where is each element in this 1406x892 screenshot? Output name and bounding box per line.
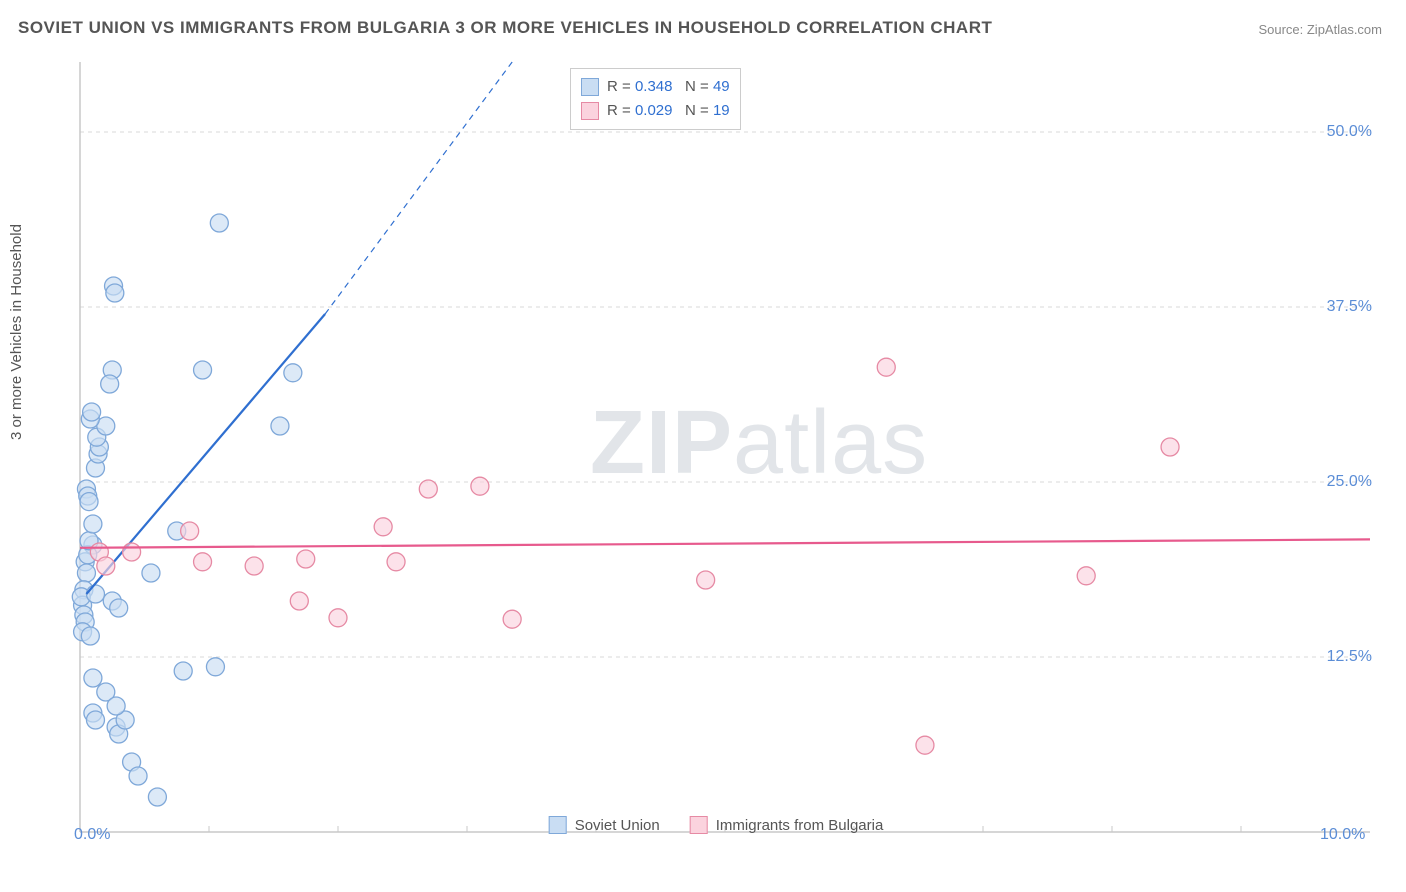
legend-swatch-icon bbox=[549, 816, 567, 834]
source-link[interactable]: ZipAtlas.com bbox=[1307, 22, 1382, 37]
legend-swatch-icon bbox=[581, 102, 599, 120]
y-tick-label: 25.0% bbox=[1327, 473, 1372, 491]
legend-stats: R = 0.348 N = 49R = 0.029 N = 19 bbox=[570, 68, 741, 130]
legend-series: Soviet Union Immigrants from Bulgaria bbox=[549, 816, 884, 834]
legend-stats-text: R = 0.029 N = 19 bbox=[607, 99, 730, 123]
x-tick-label: 10.0% bbox=[1320, 826, 1365, 844]
chart-title: SOVIET UNION VS IMMIGRANTS FROM BULGARIA… bbox=[18, 18, 992, 38]
source-label: Source: ZipAtlas.com bbox=[1258, 22, 1382, 37]
scatter-chart bbox=[50, 52, 1382, 842]
legend-swatch-icon bbox=[690, 816, 708, 834]
legend-series-label: Soviet Union bbox=[575, 817, 660, 834]
legend-stats-text: R = 0.348 N = 49 bbox=[607, 75, 730, 99]
chart-area: ZIPatlas R = 0.348 N = 49R = 0.029 N = 1… bbox=[50, 52, 1382, 842]
legend-swatch-icon bbox=[581, 78, 599, 96]
source-prefix: Source: bbox=[1258, 22, 1306, 37]
legend-series-label: Immigrants from Bulgaria bbox=[716, 817, 884, 834]
y-tick-label: 50.0% bbox=[1327, 123, 1372, 141]
y-axis-label: 3 or more Vehicles in Household bbox=[8, 224, 25, 440]
x-tick-label: 0.0% bbox=[74, 826, 110, 844]
legend-series-item: Immigrants from Bulgaria bbox=[690, 816, 884, 834]
y-tick-label: 12.5% bbox=[1327, 648, 1372, 666]
legend-stats-row: R = 0.348 N = 49 bbox=[581, 75, 730, 99]
legend-series-item: Soviet Union bbox=[549, 816, 660, 834]
y-tick-label: 37.5% bbox=[1327, 298, 1372, 316]
legend-stats-row: R = 0.029 N = 19 bbox=[581, 99, 730, 123]
